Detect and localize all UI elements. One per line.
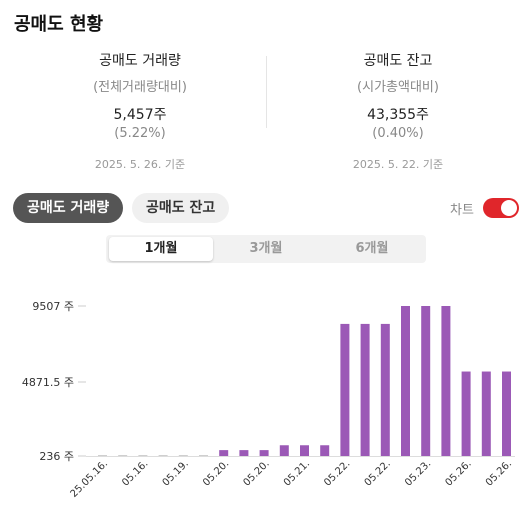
bar-15 bbox=[401, 306, 410, 456]
balance-label: 공매도 잔고 bbox=[363, 53, 433, 69]
toggle-knob bbox=[501, 200, 517, 216]
bar-19 bbox=[481, 371, 491, 456]
chart-toggle[interactable] bbox=[483, 198, 519, 218]
balance-pct: (0.40%) bbox=[372, 126, 424, 141]
page-title: 공매도 현황 bbox=[14, 14, 104, 35]
balance-value: 43,355주 bbox=[367, 107, 429, 123]
x-tick-label: 05.19. bbox=[161, 458, 191, 488]
x-tick-label: 05.23. bbox=[403, 458, 433, 488]
tab-balance[interactable]: 공매도 잔고 bbox=[132, 193, 230, 223]
period-selector: 6개월 3개월 1개월 bbox=[106, 235, 426, 263]
volume-label: 공매도 거래량 bbox=[99, 53, 181, 69]
volume-stat: 공매도 거래량 (전체거래량대비) 5,457주 (5.22%) 2025. 5… bbox=[40, 50, 240, 172]
y-tick-max: 9507 주 bbox=[32, 300, 74, 313]
bar-8 bbox=[259, 450, 269, 456]
bar-3 bbox=[158, 455, 168, 456]
bar-12 bbox=[340, 323, 350, 456]
x-tick-label: 05.16. bbox=[120, 458, 150, 488]
volume-sub: (전체거래량대비) bbox=[93, 80, 187, 95]
bar-20 bbox=[502, 371, 511, 456]
bar-16 bbox=[421, 306, 431, 456]
volume-value: 5,457주 bbox=[113, 107, 167, 123]
volume-pct: (5.22%) bbox=[114, 126, 166, 141]
bar-2 bbox=[138, 455, 148, 456]
x-tick-label: 05.22. bbox=[363, 458, 393, 488]
x-labels: 25.05.16. 05.16. 05.19. 05.20. 05.20. 05.21. 0… bbox=[69, 458, 515, 500]
bar-4 bbox=[178, 455, 188, 456]
period-3m[interactable]: 3개월 bbox=[249, 241, 283, 256]
volume-date: 2025. 5. 26. 기준 bbox=[94, 158, 186, 171]
period-6m[interactable]: 6개월 bbox=[355, 241, 389, 256]
bar-9 bbox=[279, 445, 289, 456]
y-tick-mid: 4871.5 주 bbox=[22, 376, 74, 389]
x-tick-label: 05.26. bbox=[443, 458, 473, 488]
x-tick-label: 05.20. bbox=[241, 458, 271, 488]
bar-5 bbox=[199, 455, 208, 456]
bar-10 bbox=[300, 445, 309, 456]
x-tick-label: 05.20. bbox=[201, 458, 231, 488]
balance-sub: (시가총액대비) bbox=[357, 80, 439, 95]
divider bbox=[266, 56, 267, 128]
bar-6 bbox=[219, 450, 229, 456]
bars bbox=[98, 306, 511, 456]
x-tick-label: 05.22. bbox=[322, 458, 352, 488]
x-tick-label: 05.21. bbox=[282, 458, 312, 488]
bar-11 bbox=[320, 445, 330, 456]
balance-stat: 공매도 잔고 (시가총액대비) 43,355주 (0.40%) 2025. 5.… bbox=[298, 50, 498, 172]
period-1m[interactable]: 1개월 bbox=[109, 237, 213, 261]
chart-toggle-label: 차트 bbox=[450, 203, 474, 218]
bar-17 bbox=[441, 306, 451, 456]
bar-1 bbox=[118, 455, 128, 456]
bar-14 bbox=[380, 323, 390, 456]
bar-13 bbox=[360, 323, 370, 456]
x-tick-label: 05.26. bbox=[484, 458, 514, 488]
bar-7 bbox=[239, 450, 249, 456]
tab-volume[interactable]: 공매도 거래량 bbox=[13, 193, 124, 223]
bar-0 bbox=[98, 455, 107, 456]
balance-date: 2025. 5. 22. 기준 bbox=[352, 158, 444, 171]
bar-18 bbox=[461, 371, 471, 456]
short-volume-chart: 9507 주 4871.5 주 236 주 25.05.16. 05.16. 05.… bbox=[22, 300, 515, 500]
x-tick-label: 25.05.16. bbox=[69, 458, 111, 500]
y-tick-min: 236 주 bbox=[39, 450, 74, 463]
